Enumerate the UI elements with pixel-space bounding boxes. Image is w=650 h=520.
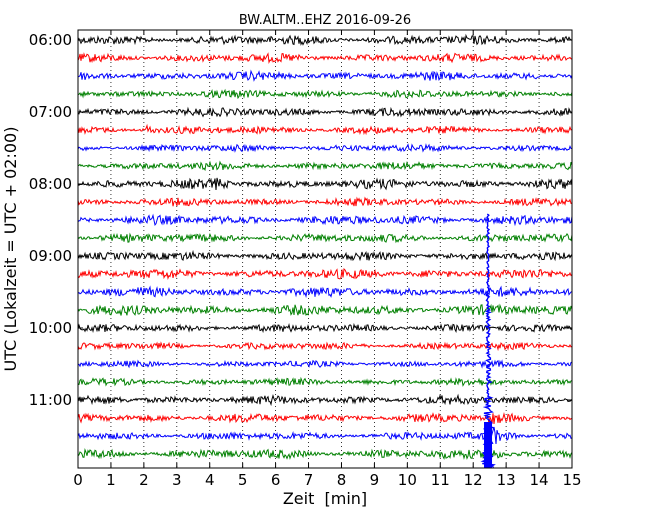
x-axis: 0 1 2 3 4 5 6 7 8 9 10 11 12 13 14 15 bbox=[73, 30, 582, 489]
trace-row-0945 bbox=[77, 303, 573, 316]
x-tick-label: 15 bbox=[562, 471, 581, 489]
x-tick-label: 8 bbox=[337, 471, 347, 489]
trace-row-0930 bbox=[77, 285, 573, 299]
y-tick-label: 08:00 bbox=[29, 175, 72, 193]
x-tick-label: 5 bbox=[238, 471, 248, 489]
y-tick-label: 10:00 bbox=[29, 319, 72, 337]
x-axis-label: Zeit [min] bbox=[283, 489, 367, 508]
trace-row-1045 bbox=[77, 376, 573, 387]
y-tick-label: 11:00 bbox=[29, 391, 72, 409]
trace-row-0700 bbox=[77, 106, 573, 118]
x-tick-label: 2 bbox=[139, 471, 149, 489]
x-tick-label: 12 bbox=[464, 471, 483, 489]
trace-row-0600 bbox=[77, 33, 573, 46]
x-tick-label: 4 bbox=[205, 471, 215, 489]
y-tick-label: 09:00 bbox=[29, 247, 72, 265]
trace-row-0915 bbox=[77, 267, 573, 281]
y-tick-label: 07:00 bbox=[29, 103, 72, 121]
y-axis-label: UTC (Lokalzeit = UTC + 02:00) bbox=[1, 127, 20, 372]
trace-row-1000 bbox=[77, 322, 573, 334]
trace-row-0615 bbox=[77, 52, 573, 65]
trace-row-0715 bbox=[77, 123, 573, 136]
event-saturation bbox=[484, 422, 493, 468]
x-tick-label: 1 bbox=[106, 471, 116, 489]
x-tick-label: 3 bbox=[172, 471, 182, 489]
x-tick-label: 13 bbox=[497, 471, 516, 489]
x-tick-label: 0 bbox=[73, 471, 83, 489]
y-axis: 06:00 07:00 08:00 09:00 10:00 11:00 bbox=[29, 31, 572, 409]
plot-border bbox=[77, 29, 573, 469]
trace-row-1030 bbox=[77, 359, 573, 369]
trace-row-0630 bbox=[77, 69, 573, 82]
x-tick-label: 9 bbox=[370, 471, 380, 489]
trace-row-0800 bbox=[77, 177, 573, 191]
trace-row-0645 bbox=[77, 88, 573, 100]
trace-row-0830 bbox=[77, 213, 573, 227]
chart-title: BW.ALTM..EHZ 2016-09-26 bbox=[239, 13, 411, 28]
y-tick-label: 06:00 bbox=[29, 31, 72, 49]
trace-row-0730 bbox=[77, 143, 572, 153]
x-tick-label: 10 bbox=[398, 471, 417, 489]
trace-row-0815 bbox=[77, 196, 573, 207]
x-tick-label: 6 bbox=[271, 471, 281, 489]
trace-row-0745 bbox=[77, 160, 573, 172]
earthquake-event bbox=[480, 213, 496, 468]
x-tick-label: 7 bbox=[304, 471, 314, 489]
trace-row-1100 bbox=[77, 393, 573, 407]
x-tick-label: 11 bbox=[431, 471, 450, 489]
plot-area bbox=[78, 30, 572, 468]
traces bbox=[77, 33, 573, 460]
trace-row-0845 bbox=[77, 232, 573, 244]
x-tick-label: 14 bbox=[530, 471, 549, 489]
trace-row-0900 bbox=[77, 249, 573, 262]
